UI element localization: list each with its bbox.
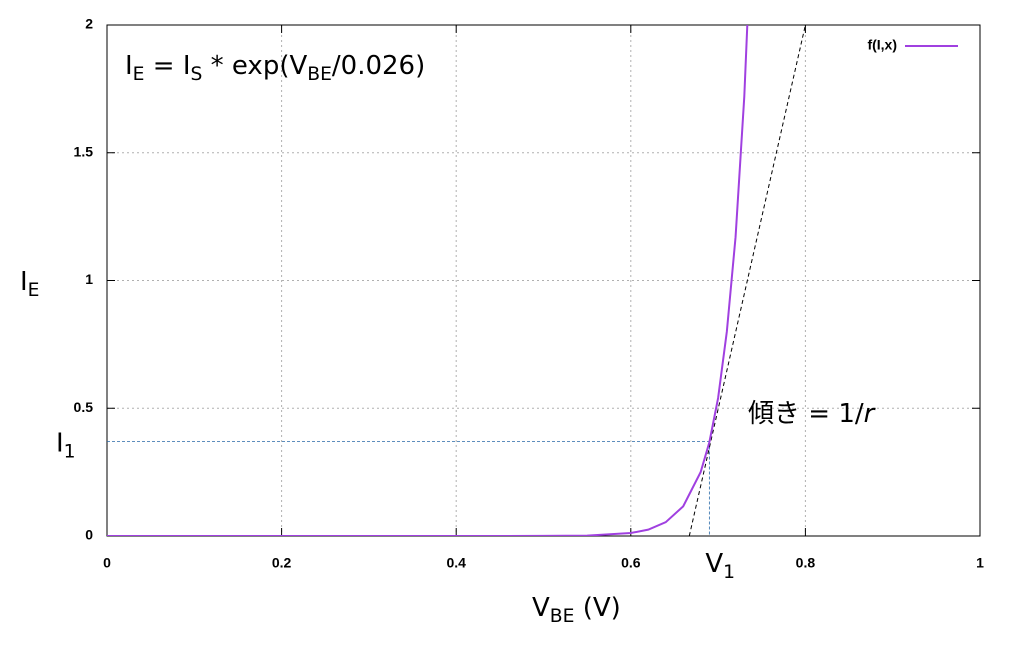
y-tick-label: 1 <box>85 271 93 287</box>
x-axis-title-part: (V) <box>574 593 620 623</box>
y-tick-label: 1.5 <box>74 143 94 159</box>
y-tick-label: 0 <box>85 527 93 543</box>
legend-label: f(I,x) <box>867 37 897 53</box>
formula-annotation-part: I <box>125 51 133 81</box>
y-axis-title-part: I <box>20 267 28 297</box>
point-x-label-part: 1 <box>723 561 735 582</box>
x-tick-label: 0 <box>103 555 111 571</box>
x-axis-title-part: V <box>532 593 550 623</box>
x-tick-label: 0.8 <box>796 555 816 571</box>
formula-annotation: IE = IS * exp(VBE/0.026) <box>125 51 425 85</box>
formula-annotation-part: S <box>190 63 202 84</box>
formula-annotation-part: /0.026) <box>332 51 425 81</box>
x-axis-title: VBE (V) <box>532 593 621 627</box>
y-axis-title: IE <box>20 267 40 301</box>
formula-annotation-part: * exp(V <box>202 51 307 81</box>
slope-annotation: 傾き = 1/r <box>748 399 877 429</box>
x-axis-title-part: BE <box>550 605 575 626</box>
slope-annotation-part: r <box>864 399 877 429</box>
line-series <box>107 25 749 536</box>
point-y-label-part: I <box>56 428 64 458</box>
x-tick-label: 0.2 <box>272 555 292 571</box>
point-y-label: I1 <box>56 428 76 462</box>
formula-annotation-part: BE <box>307 63 332 84</box>
tangent-line <box>688 24 806 537</box>
y-tick-label: 2 <box>85 16 93 32</box>
slope-annotation-part: 傾き = 1/ <box>748 399 864 429</box>
formula-annotation-part: E <box>133 63 145 84</box>
x-tick-label: 0.4 <box>446 555 466 571</box>
point-x-label-part: V <box>705 549 723 579</box>
point-y-label-part: 1 <box>64 441 76 462</box>
y-axis-title-part: E <box>28 279 40 300</box>
x-tick-label: 0.6 <box>621 555 641 571</box>
x-tick-label: 1 <box>976 555 984 571</box>
formula-annotation-part: = I <box>145 51 191 81</box>
y-tick-label: 0.5 <box>74 399 94 415</box>
point-x-label: V1 <box>705 549 735 583</box>
